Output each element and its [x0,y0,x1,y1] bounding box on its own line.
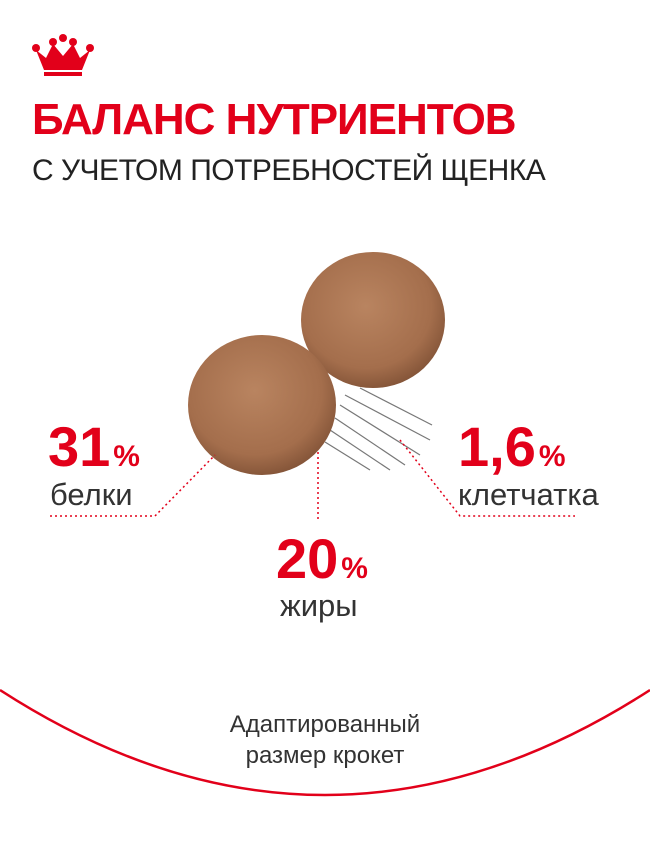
logo [32,34,94,76]
stat-label: белки [50,477,133,512]
footer-line: размер крокет [246,742,405,769]
leader-lines [50,439,575,520]
kibble [188,335,336,475]
footer-line: Адаптированный [230,711,420,738]
stat-value: 1,6% [458,415,566,478]
kibble [301,252,445,388]
stat-label: клетчатка [458,477,600,512]
arc [0,688,650,797]
title: БАЛАНС НУТРИЕНТОВ [32,95,516,144]
subtitle: С УЧЕТОМ ПОТРЕБНОСТЕЙ ЩЕНКА [32,153,546,187]
stat-value: 20% [276,527,368,590]
motion-lines [324,387,433,471]
stat-label: жиры [280,588,358,623]
stat-value: 31% [48,415,140,478]
